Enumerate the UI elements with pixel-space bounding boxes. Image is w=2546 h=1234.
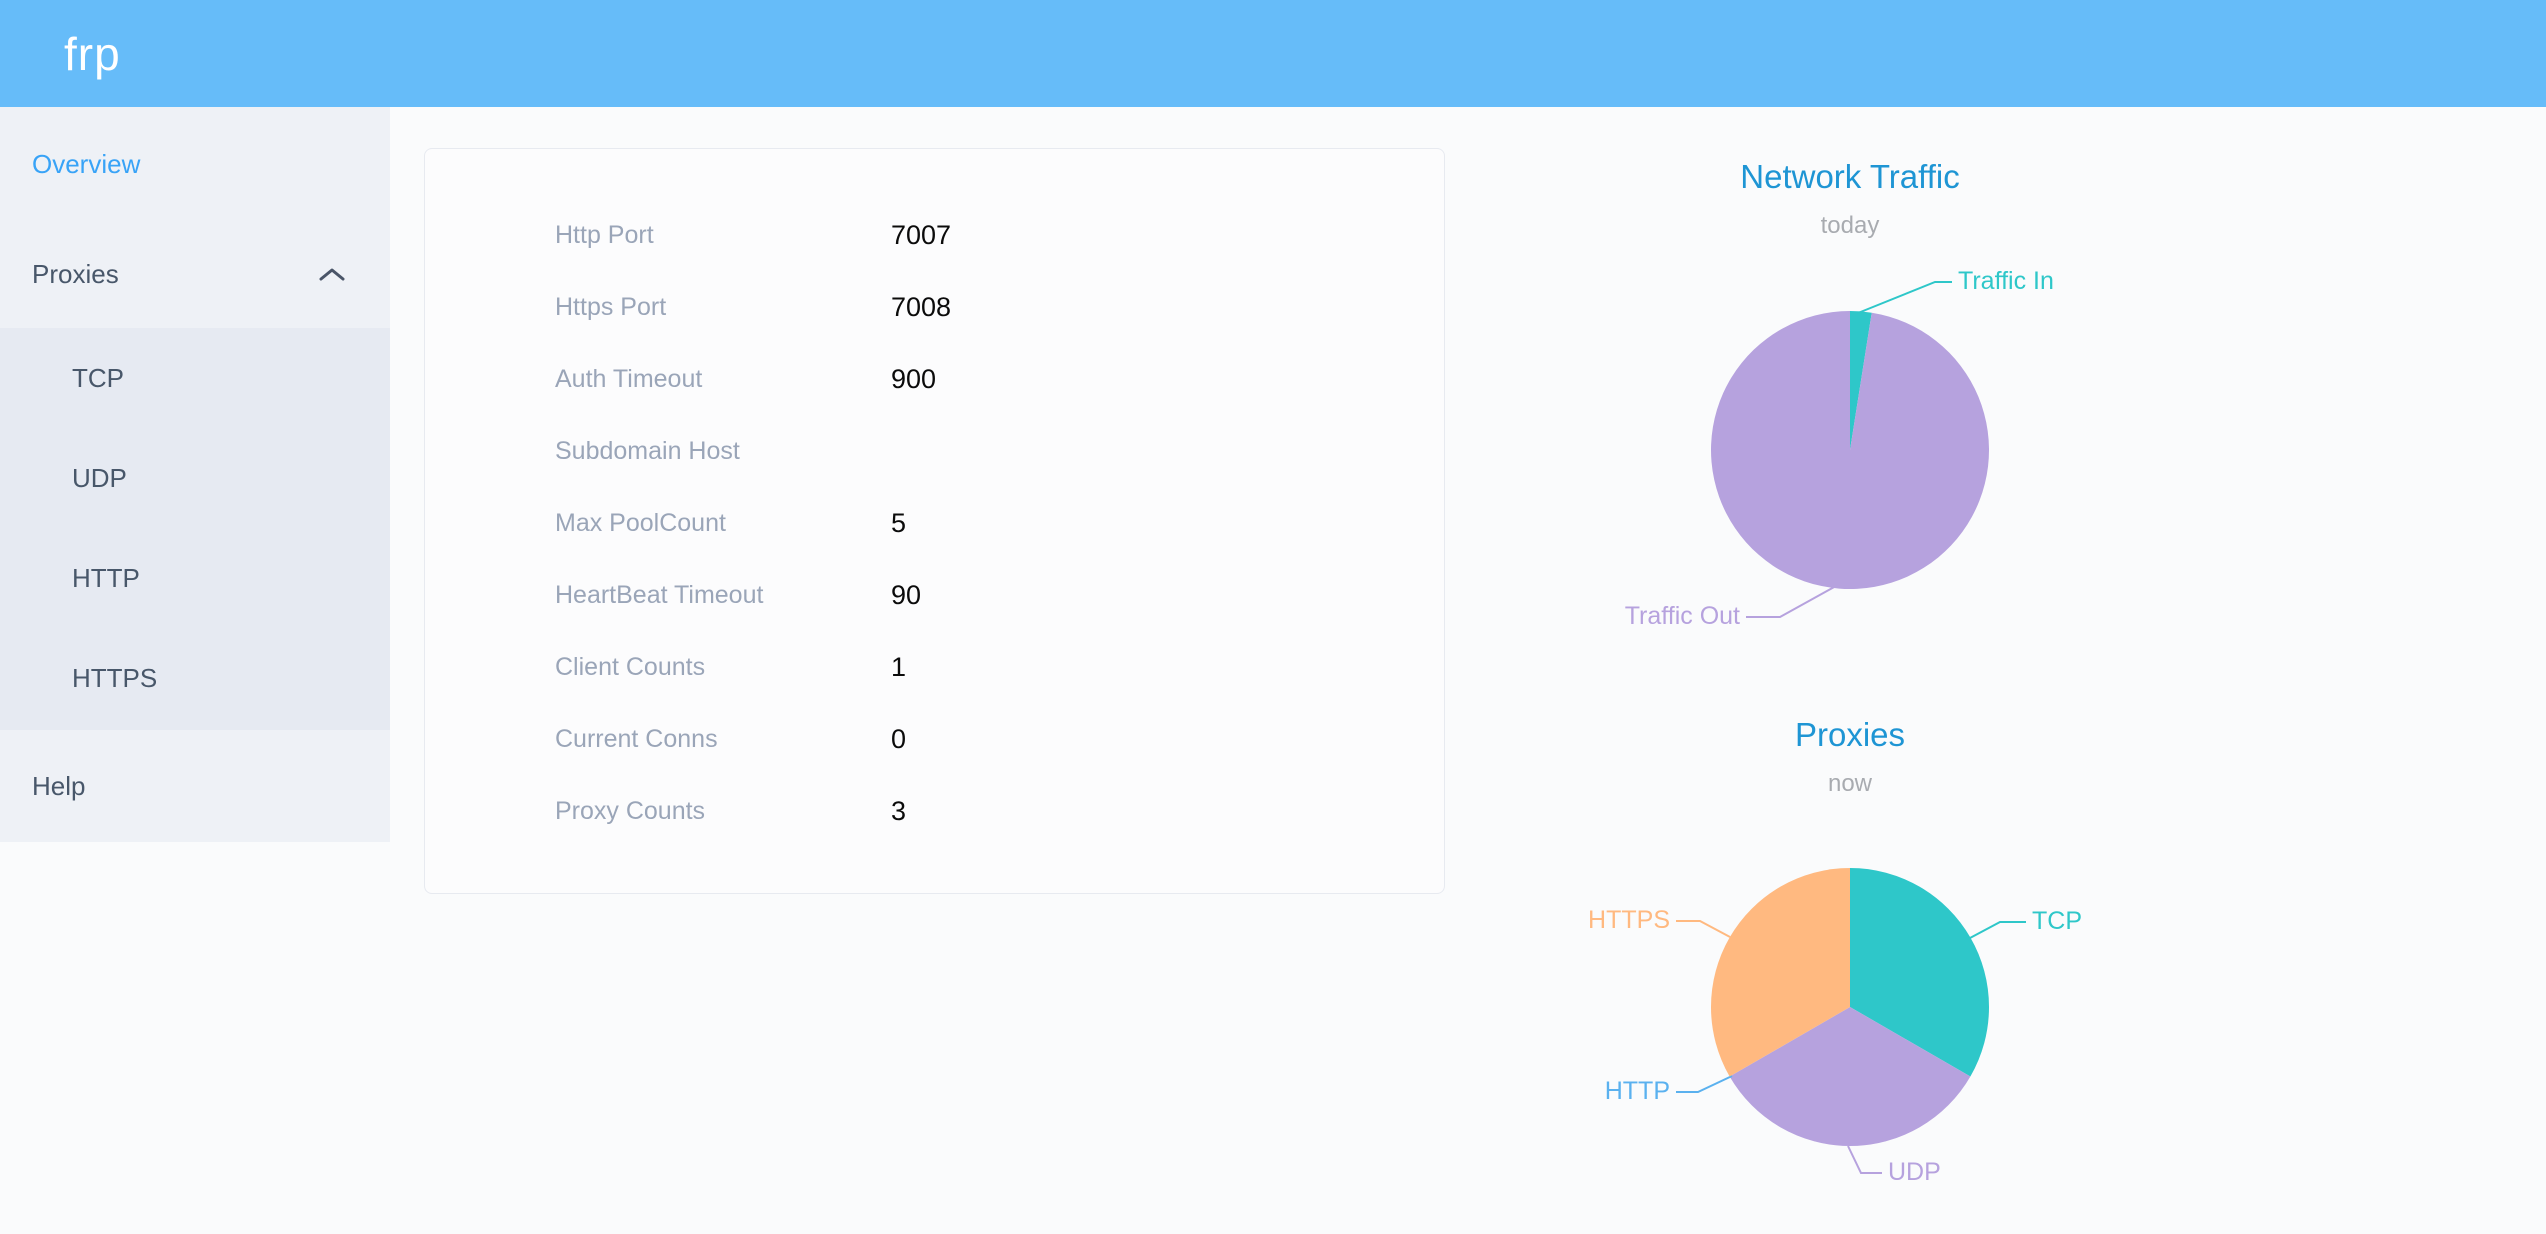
info-row-max-poolcount: Max PoolCount 5 [425,487,1444,559]
sidebar-item-https[interactable]: HTTPS [0,628,390,728]
pie-slice-traffic-in [1850,311,1872,450]
server-info-card: Http Port 7007 Https Port 7008 Auth Time… [424,148,1445,894]
sidebar-item-proxies[interactable]: Proxies [0,221,390,328]
info-row-current-conns: Current Conns 0 [425,703,1444,775]
proxies-pie: TCP UDP HTTP HTTPS [1588,868,2082,1186]
pie-label-line-udp [1847,1145,1882,1174]
app-header: frp [0,0,2546,107]
info-label: Proxy Counts [555,796,706,825]
sidebar-item-overview[interactable]: Overview [0,107,390,221]
info-label: Http Port [555,220,654,249]
info-value: 5 [891,507,907,538]
app-logo: frp [64,27,121,80]
sidebar-item-proxies-label: Proxies [32,259,119,289]
chevron-up-icon [319,268,345,281]
sidebar-item-https-label: HTTPS [72,663,158,693]
info-label: Subdomain Host [555,436,740,465]
sidebar: Overview Proxies TCP UDP HTTP HTTPS Help [0,107,390,842]
info-label: HeartBeat Timeout [555,580,764,609]
network-traffic-title: Network Traffic [1740,158,1960,195]
pie-label-traffic-out: Traffic Out [1625,602,1740,630]
info-value: 7008 [891,291,952,322]
pie-label-traffic-in: Traffic In [1958,267,2054,295]
info-label: Auth Timeout [555,364,703,393]
info-value: 1 [891,651,907,682]
info-row-https-port: Https Port 7008 [425,271,1444,343]
pie-label-line-https [1676,920,1731,938]
sidebar-item-udp-label: UDP [72,463,127,493]
info-label: Current Conns [555,724,718,753]
info-row-subdomain-host: Subdomain Host [425,415,1444,487]
info-value: 900 [891,363,937,394]
proxies-title: Proxies [1794,716,1906,753]
pie-slice-tcp [1850,868,1990,1077]
info-label: Client Counts [555,652,706,681]
sidebar-item-tcp[interactable]: TCP [0,328,390,428]
info-value: 7007 [891,219,952,250]
sidebar-item-udp[interactable]: UDP [0,428,390,528]
pie-label-https: HTTPS [1588,906,1670,934]
sidebar-proxies-submenu: TCP UDP HTTP HTTPS [0,328,390,730]
network-traffic-pie: Traffic In Traffic Out [1625,267,2054,630]
info-row-client-counts: Client Counts 1 [425,631,1444,703]
info-value: 0 [891,723,907,754]
pie-slice-udp [1729,1007,1971,1147]
info-label: Https Port [555,292,667,321]
sidebar-item-help-label: Help [32,771,86,801]
sidebar-item-http-label: HTTP [72,563,140,593]
info-row-proxy-counts: Proxy Counts 3 [425,775,1444,847]
info-label: Max PoolCount [555,508,726,537]
pie-label-line-traffic-out [1746,585,1837,618]
sidebar-item-http[interactable]: HTTP [0,528,390,628]
info-value: 90 [891,579,922,610]
sidebar-item-help[interactable]: Help [0,730,390,842]
pie-label-udp: UDP [1888,1158,1941,1186]
sidebar-item-tcp-label: TCP [72,363,124,393]
info-row-heartbeat-timeout: HeartBeat Timeout 90 [425,559,1444,631]
info-value: 3 [891,795,907,826]
network-traffic-subtitle: today [1820,212,1880,239]
info-row-auth-timeout: Auth Timeout 900 [425,343,1444,415]
info-row-http-port: Http Port 7007 [425,199,1444,271]
pie-slice-traffic-out [1711,311,1990,589]
pie-label-line-tcp [1969,921,2026,939]
pie-slice-https [1710,868,1850,1077]
pie-label-tcp: TCP [2032,907,2082,935]
pie-label-http: HTTP [1605,1077,1670,1105]
pie-label-line-traffic-in [1857,281,1952,314]
proxies-subtitle: now [1827,770,1873,797]
sidebar-item-overview-label: Overview [32,149,141,179]
pie-label-line-http [1676,1075,1733,1093]
